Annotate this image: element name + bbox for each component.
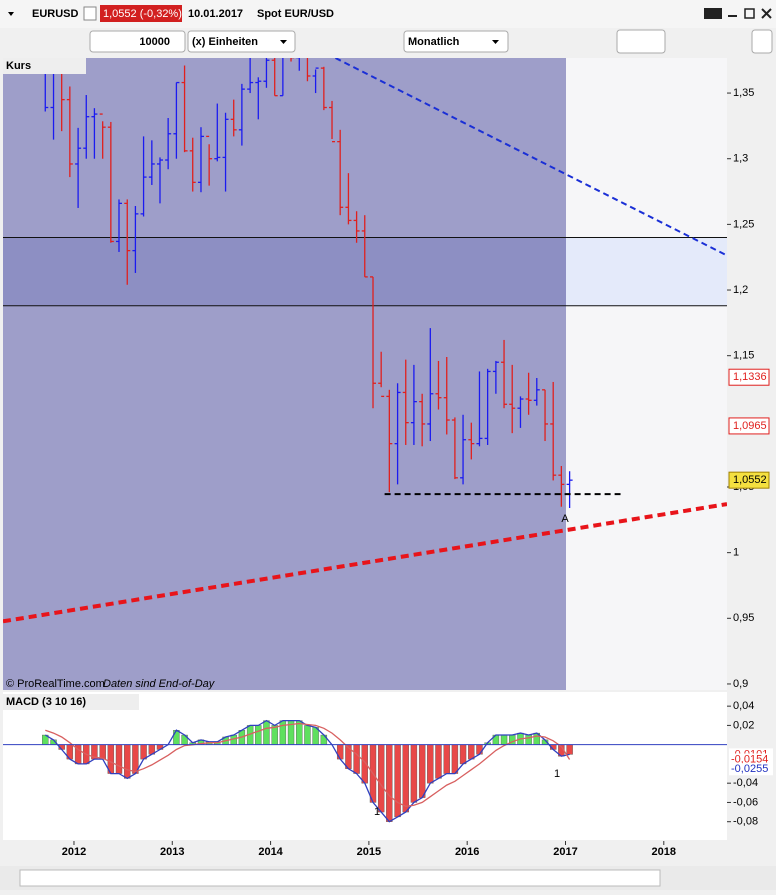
symbol: EURUSD <box>32 8 79 20</box>
macd-bar <box>468 744 475 760</box>
y-tick-label: 0,02 <box>733 719 754 731</box>
value-label: -0,0154 <box>731 753 768 765</box>
units: (x) Einheiten <box>192 36 258 48</box>
x-tick-label: 2016 <box>455 846 479 858</box>
x-tick-label: 2013 <box>160 846 184 858</box>
instrument-name: Spot EUR/USD <box>257 8 334 20</box>
annotation: 1 <box>374 806 380 818</box>
value-label-box <box>729 763 773 776</box>
y-tick-label: 1,25 <box>733 218 754 230</box>
dropdown-arrow[interactable] <box>8 12 14 16</box>
quote-box <box>100 5 182 22</box>
macd-bar <box>525 734 532 745</box>
trendline <box>3 502 727 624</box>
x-tick-label: 2012 <box>62 846 86 858</box>
credit: © ProRealTime.com <box>6 678 105 690</box>
scroll-track[interactable] <box>19 869 661 887</box>
macd-bar <box>279 720 287 745</box>
annotation: A <box>561 513 569 525</box>
value-label-box <box>729 753 773 766</box>
macd-bar <box>500 734 508 745</box>
units-select[interactable] <box>187 30 296 53</box>
macd-bar <box>566 744 573 755</box>
indicator-button[interactable] <box>751 29 773 54</box>
macd-bar <box>427 744 434 784</box>
macd-plot <box>42 719 573 823</box>
y-tick-label: -0,08 <box>733 816 758 828</box>
macd-bar <box>402 744 409 813</box>
macd-bar <box>451 744 459 774</box>
macd-bar <box>99 744 106 760</box>
close-button[interactable] <box>761 8 772 19</box>
price-label: 1,0552 <box>733 474 767 486</box>
maximize-button[interactable] <box>744 8 755 19</box>
signal-line <box>45 722 571 807</box>
price-label: 1,0965 <box>733 420 767 432</box>
macd-bar <box>336 744 344 760</box>
y-tick-label: 0,95 <box>733 612 754 624</box>
x-tick-label: 2014 <box>258 846 283 858</box>
dropdown-arrow <box>280 40 287 44</box>
macd-bar <box>459 744 467 765</box>
annotation: 1 <box>554 768 560 780</box>
macd-bar <box>124 744 131 779</box>
macd-bar <box>443 744 450 774</box>
keyboard-icon[interactable] <box>704 8 722 19</box>
y-tick-label: 1,3 <box>733 153 748 165</box>
macd-bar <box>394 744 401 818</box>
y-tick-label: 1,15 <box>733 350 754 362</box>
y-tick-label: 1,2 <box>733 284 748 296</box>
indicator-button[interactable] <box>616 29 666 54</box>
macd-bar <box>410 744 418 803</box>
minimize-button[interactable] <box>728 15 737 17</box>
macd-bar <box>304 725 311 745</box>
macd-bar <box>418 744 426 798</box>
panel-title: Kurs <box>6 60 31 72</box>
history-shade <box>3 58 566 690</box>
zone <box>566 237 727 306</box>
price-label-box <box>728 368 770 386</box>
period-select[interactable] <box>403 30 509 53</box>
price-label: 1,1336 <box>733 371 767 383</box>
macd-bar <box>353 744 360 774</box>
macd-line <box>44 719 570 823</box>
y-tick-label: -0,06 <box>733 796 758 808</box>
y-tick-label: 0,04 <box>733 700 754 712</box>
zone <box>3 237 566 306</box>
value-label: -0,0255 <box>731 763 768 775</box>
macd-bar <box>173 730 180 745</box>
macd-bar <box>263 720 270 745</box>
macd-bar <box>476 744 483 755</box>
macd-bar <box>115 744 123 774</box>
macd-bar <box>435 744 442 779</box>
x-tick-label: 2017 <box>553 846 577 858</box>
price-label-box <box>728 417 770 435</box>
note: Daten sind End-of-Day <box>103 678 216 690</box>
panel-header <box>3 58 86 74</box>
price-label-box <box>728 471 770 489</box>
macd-bar <box>386 744 393 822</box>
quantity: 10000 <box>139 36 170 48</box>
y-tick-label: 1,35 <box>733 87 754 99</box>
info-icon[interactable] <box>83 6 97 21</box>
price-plot <box>3 58 727 624</box>
dropdown-arrow <box>492 40 499 44</box>
x-tick-label: 2015 <box>357 846 381 858</box>
macd-bar <box>271 725 278 745</box>
period: Monatlich <box>408 36 460 48</box>
x-tick-label: 2018 <box>652 846 676 858</box>
y-tick-label: -0,04 <box>733 777 758 789</box>
trendline <box>335 58 727 257</box>
y-tick-label: 0,9 <box>733 678 748 690</box>
y-tick-label: 1 <box>733 547 739 559</box>
quantity-input[interactable] <box>89 30 186 53</box>
quote: 1,0552 (-0,32%) <box>103 8 182 20</box>
macd-bar <box>377 744 385 813</box>
date: 10.01.2017 <box>188 8 243 20</box>
panel-header <box>3 694 139 710</box>
macd-bar <box>140 744 147 760</box>
panel-title: MACD (3 10 16) <box>6 696 86 708</box>
macd-bar <box>255 725 262 745</box>
